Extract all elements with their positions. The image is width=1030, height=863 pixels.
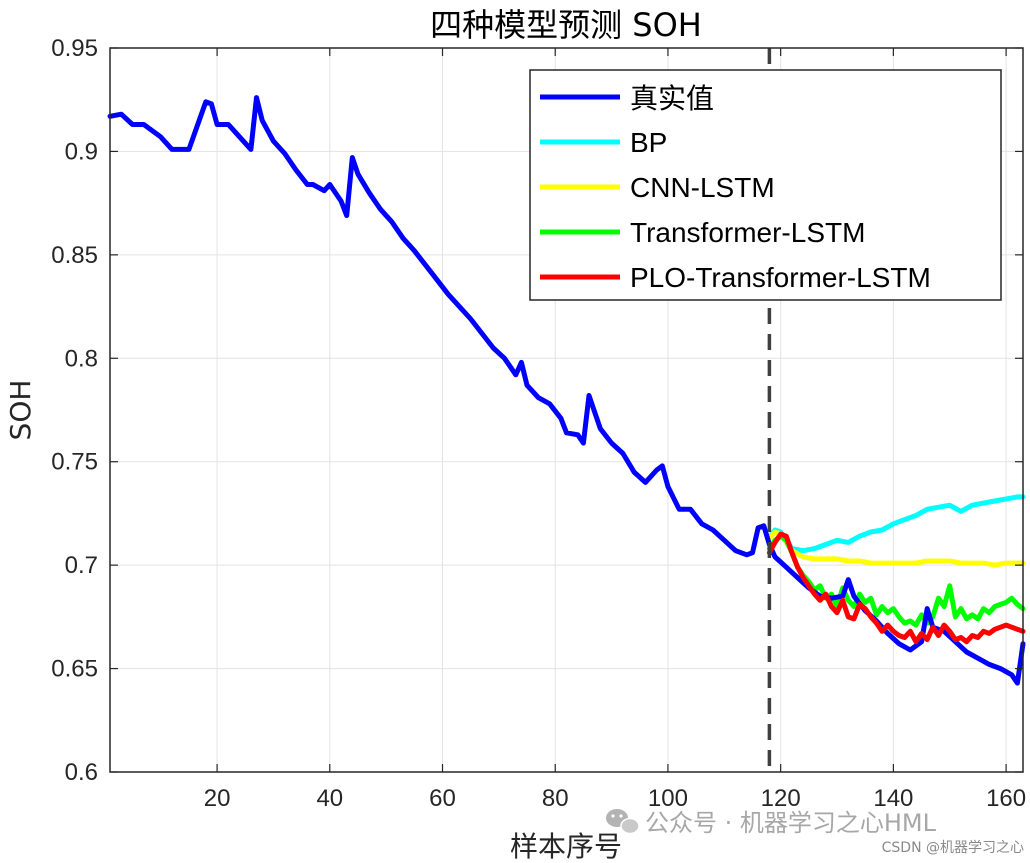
legend: 真实值 BP CNN-LSTM Transformer-LSTM PLO-Tra… — [529, 69, 1002, 301]
y-tick-label: 0.9 — [65, 138, 98, 165]
y-axis-label: SOH — [4, 380, 37, 441]
wechat-icon — [606, 809, 640, 835]
y-tick-label: 0.6 — [65, 759, 98, 786]
legend-label-cnn-lstm: CNN-LSTM — [630, 172, 775, 203]
x-tick-label: 80 — [542, 785, 569, 812]
legend-label-bp: BP — [630, 127, 667, 158]
y-tick-label: 0.75 — [51, 449, 98, 476]
y-tick-label: 0.8 — [65, 345, 98, 372]
legend-label-plo-transformer-lstm: PLO-Transformer-LSTM — [630, 262, 931, 293]
axes-box — [109, 47, 1024, 773]
x-tick-label: 120 — [761, 785, 801, 812]
chart-title: 四种模型预测 SOH — [430, 6, 702, 44]
plot-lines — [107, 48, 1026, 772]
csdn-watermark: CSDN @机器学习之心 — [882, 840, 1024, 856]
watermark-text: 公众号 · 机器学习之心HML — [645, 809, 937, 837]
x-tick-label: 160 — [986, 785, 1026, 812]
legend-label-true: 真实值 — [630, 83, 714, 114]
x-tick-label: 60 — [429, 785, 456, 812]
x-axis-ticks: 20 40 60 80 100 120 140 160 — [204, 48, 1026, 812]
x-tick-label: 140 — [873, 785, 913, 812]
x-tick-label: 100 — [648, 785, 688, 812]
y-tick-label: 0.95 — [51, 35, 98, 62]
x-axis-label: 样本序号 — [510, 830, 622, 863]
x-tick-label: 20 — [204, 785, 231, 812]
watermark: 公众号 · 机器学习之心HML — [606, 809, 937, 837]
x-tick-label: 40 — [316, 785, 343, 812]
y-tick-label: 0.7 — [65, 552, 98, 579]
y-tick-label: 0.65 — [51, 656, 98, 683]
legend-label-transformer-lstm: Transformer-LSTM — [630, 217, 865, 248]
series-line-4 — [766, 531, 1026, 645]
y-axis-ticks: 0.6 0.65 0.7 0.75 0.8 0.85 0.9 0.95 — [51, 35, 1023, 786]
y-tick-label: 0.85 — [51, 242, 98, 269]
